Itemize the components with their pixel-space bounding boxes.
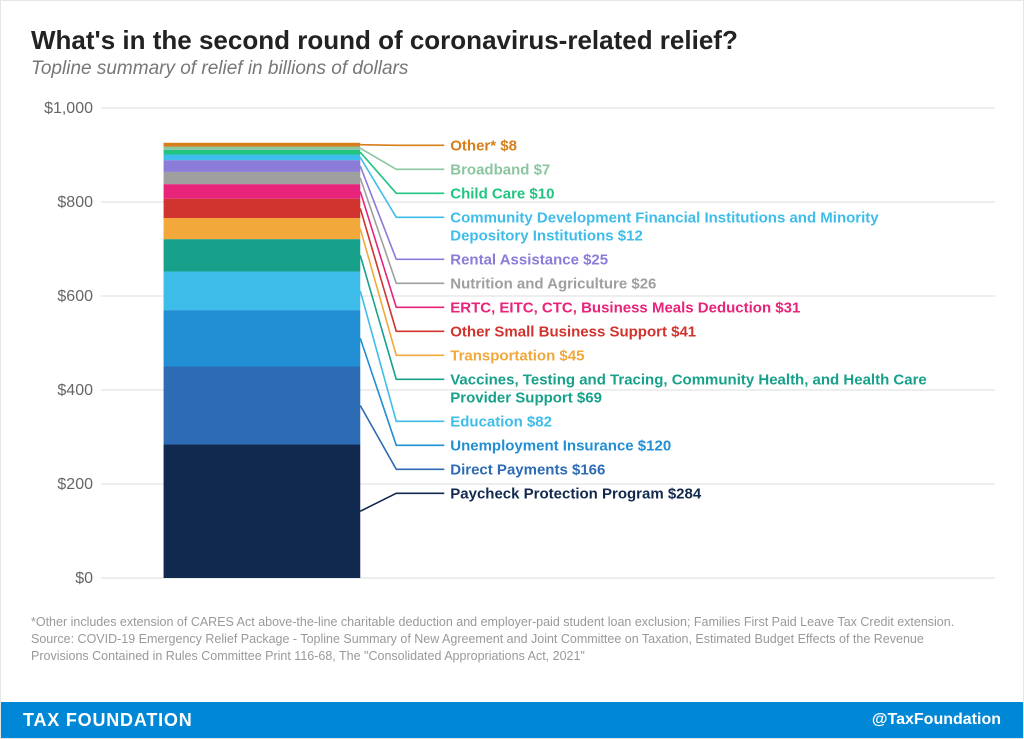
y-axis-label: $1,000 (44, 100, 93, 117)
label-cdfi: Depository Institutions $12 (450, 227, 643, 244)
label-other: Other* $8 (450, 137, 517, 154)
figure-container: What's in the second round of coronaviru… (0, 0, 1024, 739)
footer-org: TAX FOUNDATION (23, 710, 193, 731)
y-axis-label: $400 (57, 382, 93, 399)
leader-other (360, 145, 444, 146)
leader-small-business (360, 208, 444, 331)
label-unemployment: Unemployment Insurance $120 (450, 437, 671, 454)
bar-segment-small-business (164, 199, 361, 218)
leader-direct-payments (360, 406, 444, 470)
footer-handle: @TaxFoundation (872, 711, 1001, 729)
label-cdfi: Community Development Financial Institut… (450, 209, 879, 226)
y-axis-label: $200 (57, 476, 93, 493)
footer-bar: TAX FOUNDATION @TaxFoundation (1, 702, 1023, 738)
bar-segment-child-care (164, 150, 361, 155)
content-area: What's in the second round of coronaviru… (1, 1, 1023, 665)
bar-segment-unemployment (164, 310, 361, 366)
bar-segment-cdfi (164, 155, 361, 161)
label-rental: Rental Assistance $25 (450, 251, 608, 268)
bar-segment-ertc-eitc (164, 184, 361, 199)
bar-segment-direct-payments (164, 367, 361, 445)
footnote-line-2: Source: COVID-19 Emergency Relief Packag… (31, 631, 973, 665)
label-vaccines-health: Vaccines, Testing and Tracing, Community… (450, 371, 927, 388)
y-axis-label: $0 (75, 570, 93, 587)
bar-segment-broadband (164, 147, 361, 150)
bar-segment-nutrition (164, 172, 361, 184)
chart-title: What's in the second round of coronaviru… (31, 25, 993, 56)
chart-subtitle: Topline summary of relief in billions of… (31, 58, 993, 80)
label-broadband: Broadband $7 (450, 161, 550, 178)
bar-segment-education (164, 272, 361, 311)
label-vaccines-health: Provider Support $69 (450, 389, 602, 406)
footnote-line-1: *Other includes extension of CARES Act a… (31, 614, 973, 631)
stacked-bar-chart: $0 $200 $400 $600 $800 $1,000 Other* $8 Broadba… (31, 98, 995, 608)
bar-segment-ppp (164, 445, 361, 578)
y-axis-label: $600 (57, 288, 93, 305)
label-child-care: Child Care $10 (450, 185, 554, 202)
label-nutrition: Nutrition and Agriculture $26 (450, 275, 656, 292)
footnote: *Other includes extension of CARES Act a… (31, 614, 993, 665)
leader-child-care (360, 152, 444, 193)
leader-ppp (360, 493, 444, 511)
y-axis-label: $800 (57, 194, 93, 211)
label-ppp: Paycheck Protection Program $284 (450, 485, 702, 502)
label-small-business: Other Small Business Support $41 (450, 323, 696, 340)
label-ertc-eitc: ERTC, EITC, CTC, Business Meals Deductio… (450, 299, 800, 316)
label-direct-payments: Direct Payments $166 (450, 461, 605, 478)
bar-segment-other (164, 143, 361, 147)
bar-segment-rental (164, 160, 361, 172)
chart-area: $0 $200 $400 $600 $800 $1,000 Other* $8 Broadba… (31, 98, 993, 608)
bar-segment-transportation (164, 218, 361, 239)
bar-segment-vaccines-health (164, 239, 361, 271)
label-education: Education $82 (450, 413, 552, 430)
label-transportation: Transportation $45 (450, 347, 584, 364)
